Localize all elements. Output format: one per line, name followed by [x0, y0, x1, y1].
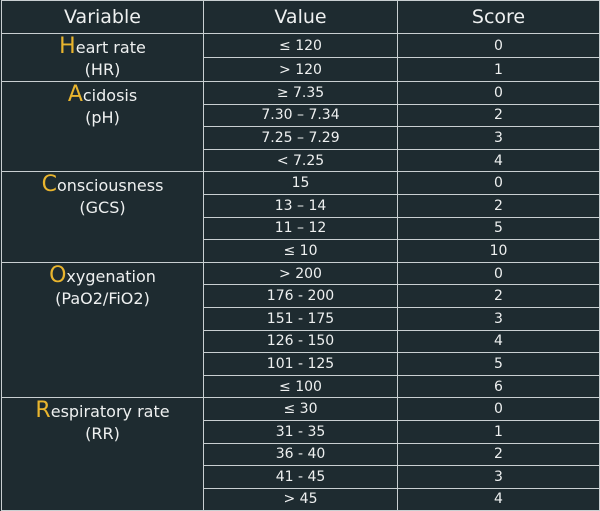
table-row: ≤ 100 6 — [2, 374, 600, 399]
table-row: < 7.25 4 — [2, 148, 600, 173]
score-cell: 1 — [397, 419, 600, 444]
variable-name: Acidosis — [2, 84, 203, 107]
value-cell: 36 - 40 — [203, 442, 398, 467]
value-cell: ≤ 10 — [203, 239, 398, 263]
table-row: Acidosis (pH) ≥ 7.35 0 — [1, 80, 600, 173]
score-cell: 3 — [397, 126, 600, 150]
value-cell: < 7.25 — [203, 148, 398, 173]
variable-cell: Respiratory rate (RR) — [1, 397, 204, 511]
value-cell: > 200 — [203, 261, 398, 286]
value-cell: 41 - 45 — [203, 465, 398, 489]
table-row: 11 – 12 5 — [2, 216, 600, 241]
table-row: 13 – 14 2 — [2, 193, 600, 218]
header-cell: Variable — [1, 0, 204, 34]
variable-name: Consciousness — [2, 174, 203, 197]
variable-initial: C — [41, 172, 57, 198]
header-row: Variable Value Score — [1, 0, 600, 34]
value-cell: 31 - 35 — [203, 419, 398, 444]
table-row: > 45 4 — [2, 487, 600, 511]
score-cell: 4 — [397, 148, 600, 173]
table-row: 41 - 45 3 — [2, 465, 600, 489]
score-cell: 2 — [397, 193, 600, 218]
header-cell: Value — [203, 0, 398, 34]
value-cell: 126 - 150 — [203, 329, 398, 354]
score-cell: 4 — [397, 487, 600, 511]
score-cell: 1 — [397, 57, 600, 82]
score-cell: 0 — [397, 261, 600, 286]
header-cell: Score — [397, 0, 600, 34]
value-cell: 101 - 125 — [203, 352, 398, 376]
score-cell: 0 — [397, 81, 600, 105]
variable-abbr: (PaO2/FiO2) — [55, 288, 150, 308]
variable-cell: Consciousness (GCS) — [1, 171, 204, 263]
variable-cell: Heart rate (HR) — [1, 33, 204, 82]
value-cell: > 120 — [203, 57, 398, 82]
score-cell: 5 — [397, 352, 600, 376]
variable-name: Heart rate — [2, 36, 203, 59]
variable-abbr: (GCS) — [79, 198, 126, 218]
variable-abbr: (HR) — [84, 60, 121, 79]
value-cell: ≤ 30 — [203, 397, 398, 421]
variable-initial: A — [67, 82, 83, 107]
variable-rest: onsciousness — [56, 176, 164, 196]
score-cell: 0 — [397, 171, 600, 195]
table-row: 176 - 200 2 — [2, 284, 600, 308]
table-row: 101 - 125 5 — [2, 352, 600, 376]
value-cell: ≤ 120 — [203, 33, 398, 58]
variable-cell: Acidosis (pH) — [1, 80, 204, 173]
variable-rest: espiratory rate — [50, 402, 170, 422]
score-cell: 2 — [397, 103, 600, 128]
variable-rest: xygenation — [66, 266, 156, 286]
score-cell: 5 — [397, 216, 600, 241]
variable-name: Oxygenation — [2, 262, 203, 288]
value-cell: 11 – 12 — [203, 216, 398, 241]
value-cell: 151 - 175 — [203, 306, 398, 331]
table-row: Oxygenation (PaO2/FiO2) > 200 0 — [1, 261, 600, 399]
value-cell: > 45 — [203, 487, 398, 511]
score-cell: 2 — [397, 442, 600, 467]
score-cell: 0 — [397, 397, 600, 421]
variable-initial: O — [49, 262, 67, 288]
table-row: 151 - 175 3 — [2, 306, 600, 331]
table-row: 7.30 – 7.34 2 — [2, 103, 600, 128]
table-row: 7.25 – 7.29 3 — [2, 126, 600, 150]
value-cell: 7.25 – 7.29 — [203, 126, 398, 150]
score-cell: 0 — [397, 33, 600, 58]
score-cell: 4 — [397, 329, 600, 354]
variable-rest: cidosis — [82, 86, 138, 105]
value-cell: ≥ 7.35 — [203, 81, 398, 105]
table-row: > 120 1 — [2, 57, 600, 82]
score-cell: 6 — [397, 374, 600, 399]
value-cell: 7.30 – 7.34 — [203, 103, 398, 128]
variable-abbr: (pH) — [85, 108, 120, 127]
variable-name: Respiratory rate — [2, 400, 203, 423]
score-cell: 3 — [397, 465, 600, 489]
variable-rest: eart rate — [75, 38, 146, 57]
table-row: 31 - 35 1 — [2, 419, 600, 444]
value-cell: 15 — [203, 171, 398, 195]
table-row: Heart rate (HR) ≤ 120 0 — [1, 33, 600, 82]
value-cell: ≤ 100 — [203, 374, 398, 399]
variable-initial: H — [59, 34, 76, 59]
table-row: Consciousness (GCS) 15 0 — [1, 171, 600, 263]
score-cell: 2 — [397, 284, 600, 308]
variable-cell: Oxygenation (PaO2/FiO2) — [1, 261, 204, 399]
value-cell: 13 – 14 — [203, 193, 398, 218]
table-row: Respiratory rate (RR) ≤ 30 0 — [1, 397, 600, 511]
score-cell: 10 — [397, 239, 600, 263]
value-cell: 176 - 200 — [203, 284, 398, 308]
variable-abbr: (RR) — [85, 424, 120, 444]
score-cell: 3 — [397, 306, 600, 331]
variable-initial: R — [35, 398, 51, 424]
